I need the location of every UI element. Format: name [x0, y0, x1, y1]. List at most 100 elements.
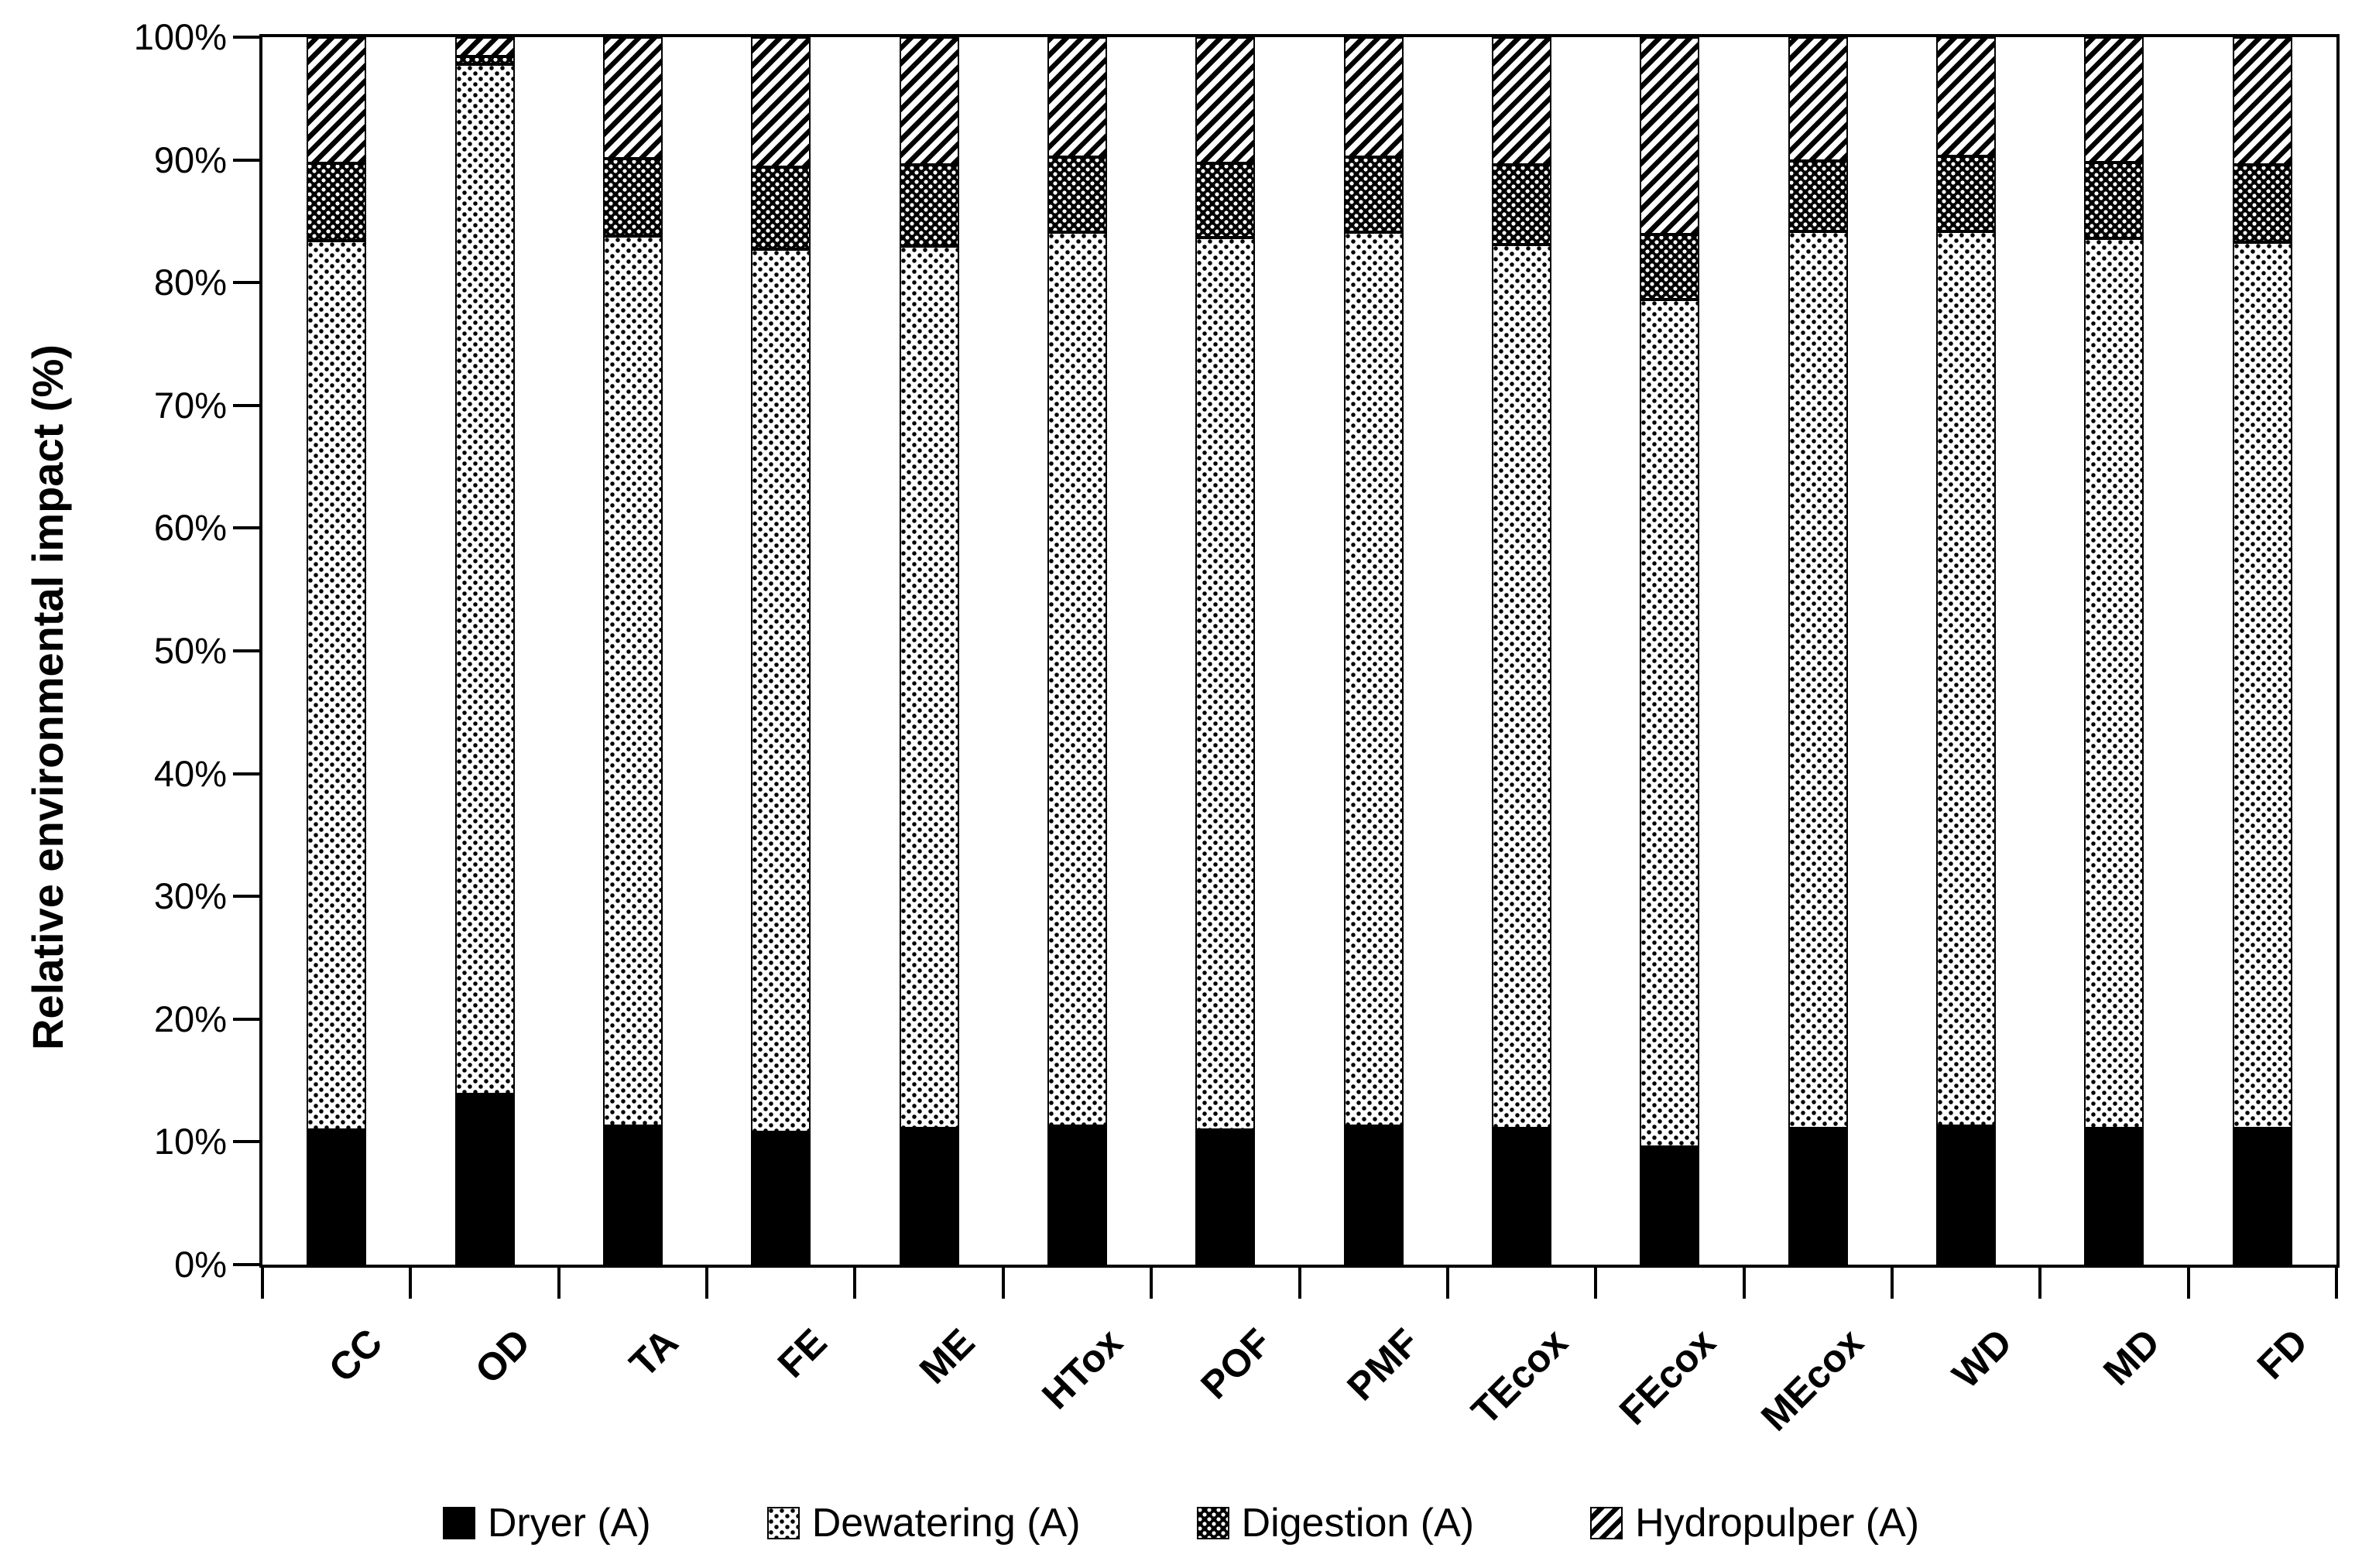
- y-tick-label: 90%: [153, 139, 227, 180]
- y-tick-label: 10%: [153, 1121, 227, 1162]
- segment-PMF-DryerA: [1344, 1125, 1404, 1265]
- segment-FE-DryerA: [751, 1131, 811, 1265]
- bar-PMF: [1344, 37, 1404, 1265]
- segment-FD-DryerA: [2233, 1128, 2292, 1265]
- x-tick-mark: [705, 1265, 709, 1299]
- x-tick-mark: [1001, 1265, 1005, 1299]
- x-tick-mark: [2335, 1265, 2338, 1299]
- x-tick-mark: [853, 1265, 857, 1299]
- bar-CC: [307, 37, 366, 1265]
- segment-FEcox-DewateringA: [1640, 300, 1699, 1147]
- bar-FEcox: [1640, 37, 1699, 1265]
- y-tick-mark: [233, 403, 259, 407]
- segment-MD-DewateringA: [2084, 238, 2144, 1128]
- y-tick-mark: [233, 1140, 259, 1144]
- segment-TA-DewateringA: [603, 235, 663, 1126]
- x-tick-mark: [1890, 1265, 1894, 1299]
- x-tick-mark: [1445, 1265, 1449, 1299]
- segment-FD-DigestionA: [2233, 164, 2292, 242]
- legend-swatch-solid-black: [442, 1507, 475, 1539]
- segment-OD-DigestionA: [455, 56, 515, 64]
- segment-CC-DigestionA: [307, 163, 366, 241]
- x-tick-mark: [1594, 1265, 1598, 1299]
- segment-HTox-HydropulperA: [1047, 37, 1107, 158]
- x-tick-mark: [261, 1265, 264, 1299]
- bar-OD: [455, 37, 515, 1265]
- legend-swatch-dot-dark: [1196, 1507, 1229, 1539]
- bar-TEcox: [1492, 37, 1551, 1265]
- segment-TA-DryerA: [603, 1125, 663, 1265]
- y-tick-label: 0%: [174, 1244, 227, 1285]
- segment-MD-DigestionA: [2084, 162, 2144, 239]
- segment-WD-DryerA: [1936, 1125, 1996, 1265]
- legend-swatch-dot-light: [766, 1507, 800, 1539]
- segment-ME-DigestionA: [900, 164, 959, 246]
- y-tick-label: 20%: [153, 998, 227, 1039]
- x-tick-mark: [1150, 1265, 1154, 1299]
- legend-item-DigestionA: Digestion (A): [1196, 1500, 1474, 1546]
- y-tick-label: 80%: [153, 262, 227, 303]
- segment-CC-DewateringA: [307, 241, 366, 1130]
- bar-HTox: [1047, 37, 1107, 1265]
- bar-MEcox: [1788, 37, 1848, 1265]
- segment-MD-DryerA: [2084, 1128, 2144, 1265]
- segment-ME-DewateringA: [900, 245, 959, 1128]
- segment-MD-HydropulperA: [2084, 37, 2144, 163]
- bar-ME: [900, 37, 959, 1265]
- segment-FEcox-DryerA: [1640, 1146, 1699, 1265]
- legend-label: Dewatering (A): [811, 1501, 1081, 1546]
- segment-PMF-DigestionA: [1344, 157, 1404, 233]
- segment-WD-DigestionA: [1936, 156, 1996, 231]
- segment-FD-DewateringA: [2233, 241, 2292, 1128]
- segment-CC-DryerA: [307, 1129, 366, 1265]
- y-tick-mark: [233, 158, 259, 162]
- segment-HTox-DryerA: [1047, 1125, 1107, 1265]
- segment-TEcox-HydropulperA: [1492, 37, 1551, 165]
- y-tick-label: 100%: [133, 16, 227, 57]
- y-tick-mark: [233, 649, 259, 652]
- segment-FEcox-DigestionA: [1640, 235, 1699, 300]
- segment-POF-DigestionA: [1195, 163, 1255, 238]
- y-tick-label: 70%: [153, 384, 227, 426]
- segment-ME-DryerA: [900, 1128, 959, 1265]
- legend-swatch-hatch-diagonal: [1590, 1507, 1623, 1539]
- segment-WD-HydropulperA: [1936, 37, 1996, 156]
- y-tick-label: 50%: [153, 630, 227, 671]
- segment-FE-HydropulperA: [751, 37, 811, 168]
- legend-item-DryerA: Dryer (A): [442, 1500, 651, 1546]
- legend-label: Dryer (A): [487, 1501, 651, 1546]
- segment-HTox-DewateringA: [1047, 232, 1107, 1126]
- y-tick-label: 60%: [153, 507, 227, 549]
- bar-MD: [2084, 37, 2144, 1265]
- plot-area: [259, 34, 2340, 1268]
- segment-MEcox-DewateringA: [1788, 231, 1848, 1128]
- segment-TA-DigestionA: [603, 159, 663, 236]
- x-tick-mark: [2186, 1265, 2190, 1299]
- segment-HTox-DigestionA: [1047, 157, 1107, 233]
- bar-TA: [603, 37, 663, 1265]
- y-tick-mark: [233, 772, 259, 775]
- segment-MEcox-HydropulperA: [1788, 37, 1848, 162]
- bar-POF: [1195, 37, 1255, 1265]
- y-tick-mark: [233, 36, 259, 39]
- bar-FD: [2233, 37, 2292, 1265]
- segment-TEcox-DewateringA: [1492, 245, 1551, 1128]
- segment-TEcox-DigestionA: [1492, 164, 1551, 245]
- y-tick-mark: [233, 1017, 259, 1021]
- segment-TEcox-DryerA: [1492, 1128, 1551, 1265]
- segment-FE-DigestionA: [751, 167, 811, 250]
- y-tick-mark: [233, 281, 259, 285]
- y-tick-mark: [233, 526, 259, 530]
- segment-CC-HydropulperA: [307, 37, 366, 164]
- x-tick-mark: [1742, 1265, 1746, 1299]
- segment-FD-HydropulperA: [2233, 37, 2292, 165]
- y-tick-label: 30%: [153, 875, 227, 917]
- segment-MEcox-DigestionA: [1788, 161, 1848, 231]
- legend: Dryer (A) Dewatering (A) Digestion (A) Hydr…: [0, 1492, 2362, 1554]
- y-axis-title: Relative environmental impact (%): [23, 344, 72, 1050]
- y-tick-mark: [233, 1263, 259, 1266]
- x-tick-mark: [557, 1265, 561, 1299]
- x-tick-mark: [2038, 1265, 2042, 1299]
- segment-OD-HydropulperA: [455, 37, 515, 57]
